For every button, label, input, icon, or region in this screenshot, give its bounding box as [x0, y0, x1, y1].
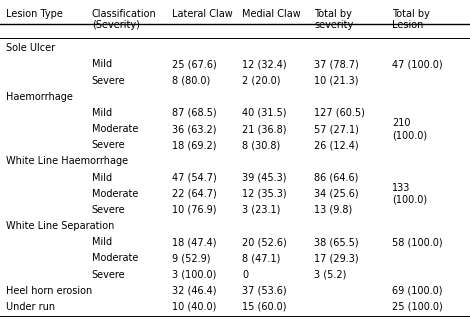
Text: Classification
(Severity): Classification (Severity) — [92, 9, 157, 30]
Text: Sole Ulcer: Sole Ulcer — [6, 43, 55, 53]
Text: 25 (67.6): 25 (67.6) — [172, 60, 216, 70]
Text: 32 (46.4): 32 (46.4) — [172, 286, 216, 296]
Text: 3 (23.1): 3 (23.1) — [242, 205, 281, 215]
Text: White Line Separation: White Line Separation — [6, 221, 114, 231]
Text: 37 (78.7): 37 (78.7) — [314, 60, 359, 70]
Text: 3 (5.2): 3 (5.2) — [314, 270, 346, 279]
Text: 36 (63.2): 36 (63.2) — [172, 124, 216, 134]
Text: Haemorrhage: Haemorrhage — [6, 92, 72, 102]
Text: 9 (52.9): 9 (52.9) — [172, 253, 210, 263]
Text: 0: 0 — [242, 270, 248, 279]
Text: 87 (68.5): 87 (68.5) — [172, 108, 216, 118]
Text: Total by
Lesion: Total by Lesion — [392, 9, 431, 30]
Text: Total by
severity: Total by severity — [314, 9, 353, 30]
Text: 39 (45.3): 39 (45.3) — [242, 173, 287, 183]
Text: Severe: Severe — [92, 140, 125, 150]
Text: 47 (100.0): 47 (100.0) — [392, 60, 443, 70]
Text: Lateral Claw: Lateral Claw — [172, 9, 232, 19]
Text: 10 (76.9): 10 (76.9) — [172, 205, 216, 215]
Text: Mild: Mild — [92, 108, 112, 118]
Text: Under run: Under run — [6, 302, 55, 312]
Text: Medial Claw: Medial Claw — [242, 9, 301, 19]
Text: 47 (54.7): 47 (54.7) — [172, 173, 216, 183]
Text: 8 (47.1): 8 (47.1) — [242, 253, 281, 263]
Text: 86 (64.6): 86 (64.6) — [314, 173, 358, 183]
Text: Moderate: Moderate — [92, 189, 138, 199]
Text: 57 (27.1): 57 (27.1) — [314, 124, 359, 134]
Text: Severe: Severe — [92, 205, 125, 215]
Text: 69 (100.0): 69 (100.0) — [392, 286, 443, 296]
Text: Lesion Type: Lesion Type — [6, 9, 63, 19]
Text: 2 (20.0): 2 (20.0) — [242, 76, 281, 86]
Text: Moderate: Moderate — [92, 253, 138, 263]
Text: Mild: Mild — [92, 173, 112, 183]
Text: 8 (80.0): 8 (80.0) — [172, 76, 210, 86]
Text: 38 (65.5): 38 (65.5) — [314, 237, 359, 247]
Text: 21 (36.8): 21 (36.8) — [242, 124, 287, 134]
Text: Mild: Mild — [92, 237, 112, 247]
Text: 3 (100.0): 3 (100.0) — [172, 270, 216, 279]
Text: 58 (100.0): 58 (100.0) — [392, 237, 443, 247]
Text: 18 (47.4): 18 (47.4) — [172, 237, 216, 247]
Text: White Line Haemorrhage: White Line Haemorrhage — [6, 156, 128, 166]
Text: Severe: Severe — [92, 270, 125, 279]
Text: 10 (40.0): 10 (40.0) — [172, 302, 216, 312]
Text: 12 (32.4): 12 (32.4) — [242, 60, 287, 70]
Text: Mild: Mild — [92, 60, 112, 70]
Text: 18 (69.2): 18 (69.2) — [172, 140, 216, 150]
Text: 40 (31.5): 40 (31.5) — [242, 108, 287, 118]
Text: Heel horn erosion: Heel horn erosion — [6, 286, 92, 296]
Text: 133
(100.0): 133 (100.0) — [392, 183, 428, 205]
Text: 26 (12.4): 26 (12.4) — [314, 140, 359, 150]
Text: 37 (53.6): 37 (53.6) — [242, 286, 287, 296]
Text: 10 (21.3): 10 (21.3) — [314, 76, 359, 86]
Text: 25 (100.0): 25 (100.0) — [392, 302, 443, 312]
Text: Moderate: Moderate — [92, 124, 138, 134]
Text: 12 (35.3): 12 (35.3) — [242, 189, 287, 199]
Text: Severe: Severe — [92, 76, 125, 86]
Text: 127 (60.5): 127 (60.5) — [314, 108, 365, 118]
Text: 8 (30.8): 8 (30.8) — [242, 140, 280, 150]
Text: 15 (60.0): 15 (60.0) — [242, 302, 287, 312]
Text: 17 (29.3): 17 (29.3) — [314, 253, 359, 263]
Text: 13 (9.8): 13 (9.8) — [314, 205, 352, 215]
Text: 210
(100.0): 210 (100.0) — [392, 118, 428, 140]
Text: 20 (52.6): 20 (52.6) — [242, 237, 287, 247]
Text: 34 (25.6): 34 (25.6) — [314, 189, 359, 199]
Text: 22 (64.7): 22 (64.7) — [172, 189, 216, 199]
